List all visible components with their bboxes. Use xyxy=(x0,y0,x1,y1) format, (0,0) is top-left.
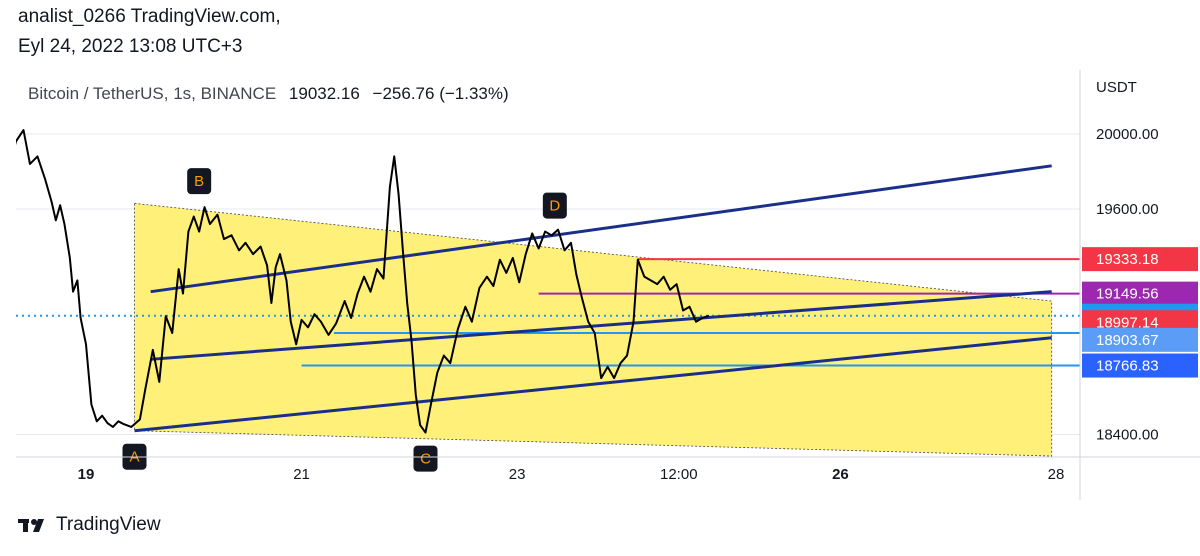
date-line: Eyl 24, 2022 13:08 UTC+3 xyxy=(18,36,243,57)
price-series-line[interactable] xyxy=(16,100,710,434)
pattern-point-c-box xyxy=(413,445,438,472)
time-tick-label: 12:00 xyxy=(660,466,698,483)
price-tag xyxy=(1082,327,1198,352)
price-tag xyxy=(1082,353,1198,378)
price-tag-label: 19333.18 xyxy=(1096,251,1159,268)
trend-line[interactable] xyxy=(150,290,1052,361)
currency-label: USDT xyxy=(1096,79,1137,96)
price-change: −256.76 (−1.33%) xyxy=(372,84,509,103)
symbol-name: Bitcoin / TetherUS, 1s, BINANCE xyxy=(28,84,277,103)
brand-name: TradingView xyxy=(56,514,161,535)
author-line: analist_0266 TradingView.com, xyxy=(18,6,281,27)
symbol-legend: Bitcoin / TetherUS, 1s, BINANCE 19032.16… xyxy=(28,84,509,104)
trend-line[interactable] xyxy=(134,336,1052,433)
price-tag-label: 18997.14 xyxy=(1096,314,1159,331)
chart-canvas[interactable]: ABCDUSDT20000.0019600.0018400.0019333.18… xyxy=(16,70,1200,500)
price-tick-label: 20000.00 xyxy=(1096,126,1159,143)
time-tick-label: 26 xyxy=(832,466,849,483)
pattern-point-b-label: B xyxy=(194,173,204,190)
last-price: 19032.16 xyxy=(288,84,360,103)
price-tag-label: 19149.56 xyxy=(1096,286,1159,303)
time-tick-label: 21 xyxy=(293,466,310,483)
time-tick-label: 19 xyxy=(78,466,95,483)
price-chart[interactable]: A B C D USDT 20000.00 19600.00 18400.00 19333.18… xyxy=(16,70,1200,500)
pattern-point-c-label: C xyxy=(420,451,431,468)
footer-brand: TradingView xyxy=(18,514,161,536)
time-tick-label: 28 xyxy=(1048,466,1065,483)
price-tag xyxy=(1082,247,1198,272)
price-tag xyxy=(1082,281,1198,306)
price-tag-label: 18903.67 xyxy=(1096,332,1159,349)
price-tick-label: 18400.00 xyxy=(1096,426,1159,443)
price-tag-label: 18766.83 xyxy=(1096,358,1159,375)
trend-line[interactable] xyxy=(150,164,1052,294)
pattern-point-b-box xyxy=(187,168,212,195)
tradingview-logo-icon xyxy=(18,519,44,532)
pattern-point-d-label: D xyxy=(549,198,560,215)
price-tick-label: 19600.00 xyxy=(1096,201,1159,218)
pattern-point-d-box xyxy=(542,192,567,219)
time-tick-label: 23 xyxy=(509,466,526,483)
